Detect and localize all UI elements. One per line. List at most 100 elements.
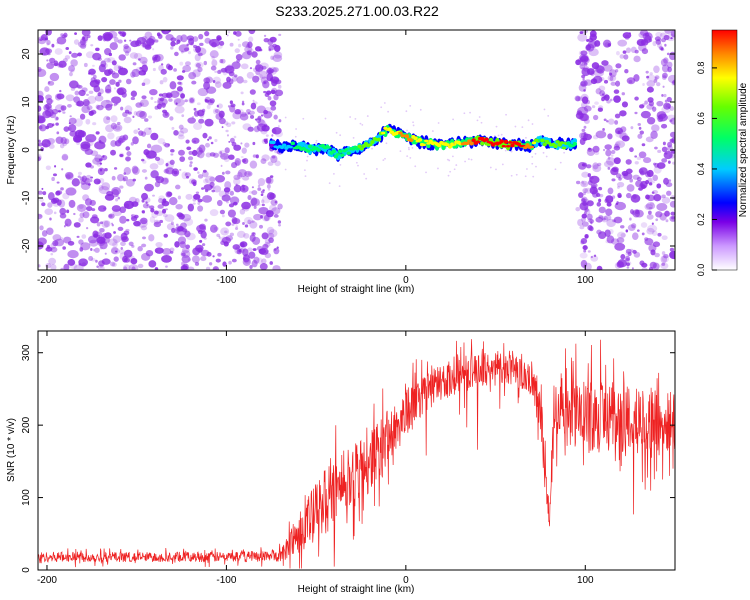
noise-blob (89, 178, 93, 182)
noise-blob (105, 99, 110, 103)
noise-blob (131, 266, 136, 270)
ridge-speckle (448, 144, 451, 146)
noise-blob (98, 264, 105, 270)
noise-blob (671, 216, 675, 220)
noise-blob (113, 87, 117, 90)
noise-blob (81, 87, 88, 93)
noise-blob (670, 211, 675, 216)
noise-blob (617, 130, 621, 134)
noise-blob (38, 142, 43, 147)
noise-blob (144, 44, 152, 50)
noise-blob (61, 153, 69, 161)
y-tick-label: 300 (21, 344, 32, 361)
noise-blob (132, 136, 139, 145)
noise-blob (581, 221, 589, 227)
noise-blob (582, 162, 588, 167)
noise-blob (111, 96, 122, 104)
noise-blob (645, 171, 651, 178)
noise-blob (125, 156, 131, 162)
noise-blob (617, 39, 628, 47)
ridge-speckle (547, 144, 550, 147)
noise-blob (234, 48, 240, 54)
noise-blob (242, 248, 249, 257)
noise-blob (252, 248, 257, 251)
noise-blob (209, 209, 219, 217)
ridge-cell (327, 146, 332, 149)
ridge-speckle (274, 132, 277, 135)
noise-blob (65, 46, 70, 51)
noise-blob (584, 62, 588, 66)
ridge-speckle (339, 134, 342, 137)
noise-blob (111, 188, 120, 198)
ridge-speckle (534, 145, 536, 148)
noise-blob (267, 96, 272, 101)
ridge-speckle (523, 140, 526, 143)
noise-blob (584, 208, 591, 216)
noise-blob (616, 181, 625, 188)
noise-blob (138, 58, 141, 61)
noise-blob (212, 76, 221, 85)
noise-blob (252, 141, 256, 146)
noise-blob (185, 193, 193, 200)
noise-blob (64, 171, 74, 179)
noise-blob (665, 182, 673, 188)
ridge-speckle (542, 151, 545, 154)
noise-blob (583, 125, 587, 129)
noise-blob (130, 71, 136, 78)
noise-blob (39, 214, 42, 217)
noise-blob (141, 210, 144, 214)
noise-blob (580, 93, 589, 103)
noise-blob (652, 40, 657, 47)
noise-blob (181, 228, 188, 233)
noise-blob (150, 96, 154, 100)
noise-blob (198, 144, 206, 153)
noise-blob (141, 95, 147, 100)
noise-blob (178, 124, 184, 130)
noise-blob (55, 190, 63, 195)
noise-blob (590, 70, 595, 77)
ridge-speckle (504, 149, 507, 152)
noise-blob (220, 67, 228, 73)
y-tick-label: -10 (21, 190, 32, 205)
noise-blob (644, 100, 648, 105)
noise-blob (662, 141, 666, 146)
noise-blob (148, 260, 157, 268)
ridge-speckle (349, 116, 352, 118)
noise-blob (667, 141, 673, 148)
noise-blob (54, 93, 62, 101)
noise-blob (253, 101, 258, 105)
noise-blob (55, 116, 59, 120)
noise-blob (125, 178, 135, 187)
noise-blob (47, 202, 53, 208)
colorbar-tick-label: 0.4 (696, 163, 706, 176)
noise-blob (184, 99, 188, 103)
noise-blob (609, 72, 613, 76)
noise-blob (102, 155, 105, 158)
ridge-cell (510, 143, 515, 148)
noise-blob (206, 251, 212, 257)
noise-blob (42, 191, 47, 196)
noise-blob (273, 214, 279, 218)
noise-blob (144, 176, 148, 180)
noise-blob (110, 149, 116, 156)
ridge-speckle (514, 125, 517, 128)
noise-blob (626, 47, 631, 54)
noise-blob (121, 32, 126, 38)
noise-blob (85, 118, 91, 125)
noise-blob (220, 152, 230, 160)
noise-blob (594, 40, 601, 47)
ridge-speckle (554, 168, 557, 171)
noise-blob (659, 32, 667, 39)
noise-blob (154, 101, 157, 104)
noise-blob (98, 135, 107, 144)
ridge-speckle (469, 136, 472, 139)
noise-blob (110, 115, 118, 123)
noise-blob (213, 185, 222, 193)
noise-blob (154, 156, 158, 159)
noise-blob (64, 138, 70, 145)
noise-blob (220, 240, 225, 246)
noise-blob (123, 172, 127, 176)
noise-blob (38, 105, 42, 112)
noise-blob (141, 60, 148, 67)
noise-blob (71, 52, 79, 58)
